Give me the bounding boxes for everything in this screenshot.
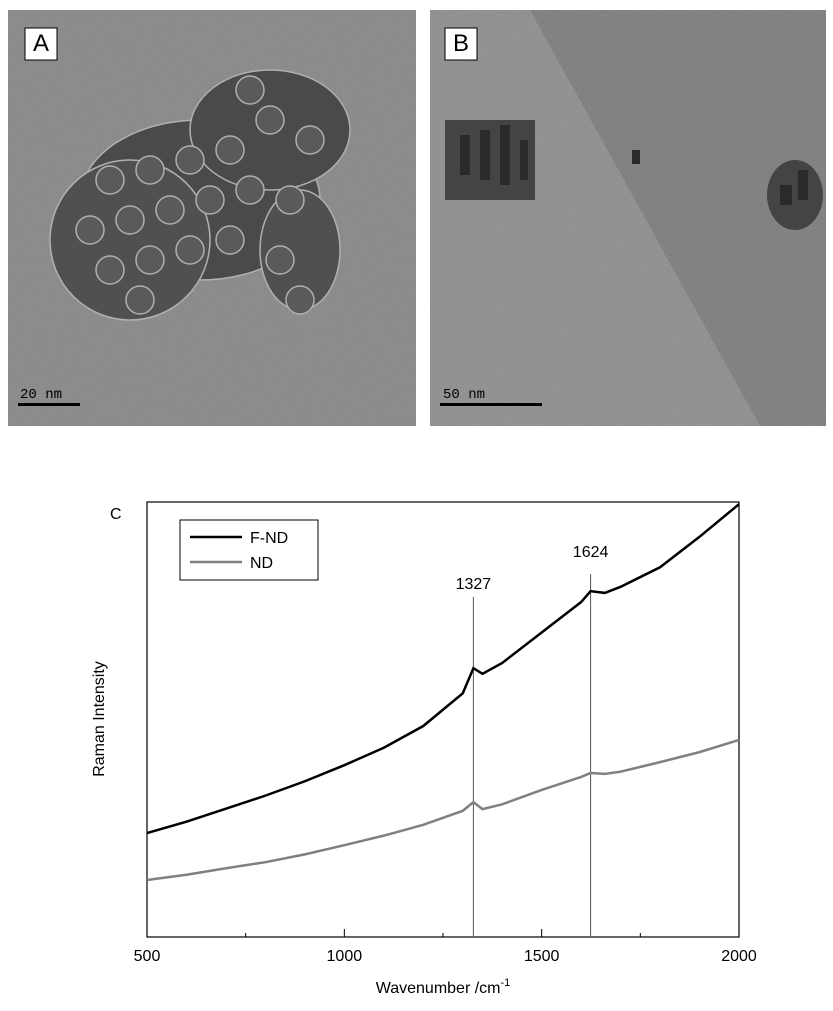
x-axis-label-text: Wavenumber /cm [376, 980, 501, 997]
tem-texture [430, 10, 826, 426]
annotation-label: 1624 [573, 544, 609, 561]
panel-a: A 20 nm [8, 10, 416, 426]
panel-label-box [444, 27, 478, 61]
panel-label: C [110, 506, 122, 523]
particle-cluster [49, 69, 351, 321]
panel-label: A [33, 30, 49, 57]
panel-b: B 50 nm [430, 10, 826, 426]
series-line [146, 503, 740, 835]
particles [445, 120, 823, 230]
series-line [146, 738, 740, 882]
panel-label: B [453, 30, 469, 57]
panel-label-box [24, 27, 58, 61]
x-tick-label: 2000 [721, 948, 757, 965]
scale-bar [440, 403, 542, 406]
scale-bar-label: 50 nm [443, 387, 485, 403]
y-axis-label: Raman Intensity [91, 661, 108, 777]
x-axis-label: Wavenumber /cm-1 [376, 977, 511, 997]
x-tick-label: 1000 [327, 948, 363, 965]
x-tick-label: 500 [134, 948, 161, 965]
chart: C Raman Intensity Wavenumber /cm-1 500 10… [91, 501, 757, 997]
x-tick-label: 1500 [524, 948, 560, 965]
x-axis-label-sup: -1 [501, 977, 511, 989]
legend-label: F-ND [250, 530, 288, 547]
scale-bar [18, 403, 80, 406]
scale-bar-label: 20 nm [20, 387, 62, 403]
legend-label: ND [250, 555, 273, 572]
legend-box [179, 519, 319, 581]
annotation-label: 1327 [456, 576, 492, 593]
